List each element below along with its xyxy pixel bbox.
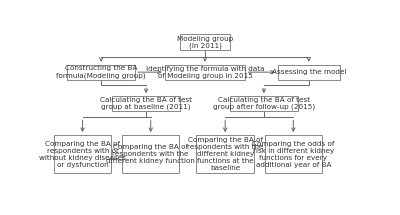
Text: Comparing the odds of
risk in different kidney
functions for every
additional ye: Comparing the odds of risk in different … — [252, 141, 334, 168]
FancyBboxPatch shape — [278, 65, 340, 80]
FancyBboxPatch shape — [180, 34, 230, 50]
Text: Comparing the BA of
respondents with the
different kidney function: Comparing the BA of respondents with the… — [106, 144, 195, 164]
Text: Calculating the BA of test
group after follow-up (2015): Calculating the BA of test group after f… — [213, 97, 315, 110]
FancyBboxPatch shape — [265, 135, 322, 173]
FancyBboxPatch shape — [122, 135, 180, 173]
Text: Comparing the BA of
respondents with the
different kidney
functions at the
basel: Comparing the BA of respondents with the… — [187, 137, 263, 171]
FancyBboxPatch shape — [230, 96, 298, 111]
Text: Modeling group
(in 2011): Modeling group (in 2011) — [177, 36, 233, 49]
Text: Assessing the model: Assessing the model — [272, 69, 346, 75]
Text: Constructing the BA
formula(Modeling group): Constructing the BA formula(Modeling gro… — [56, 65, 146, 79]
Text: Identifying the formula with data
of Modeling group in 2015: Identifying the formula with data of Mod… — [146, 66, 264, 79]
FancyBboxPatch shape — [67, 65, 135, 80]
FancyBboxPatch shape — [196, 135, 254, 173]
FancyBboxPatch shape — [54, 135, 111, 173]
FancyBboxPatch shape — [165, 65, 245, 80]
Text: Comparing the BA of
respondents with or
without kidney diseases
or dysfunction: Comparing the BA of respondents with or … — [39, 141, 126, 168]
FancyBboxPatch shape — [112, 96, 180, 111]
Text: Calculating the BA of test
group at baseline (2011): Calculating the BA of test group at base… — [100, 97, 192, 110]
